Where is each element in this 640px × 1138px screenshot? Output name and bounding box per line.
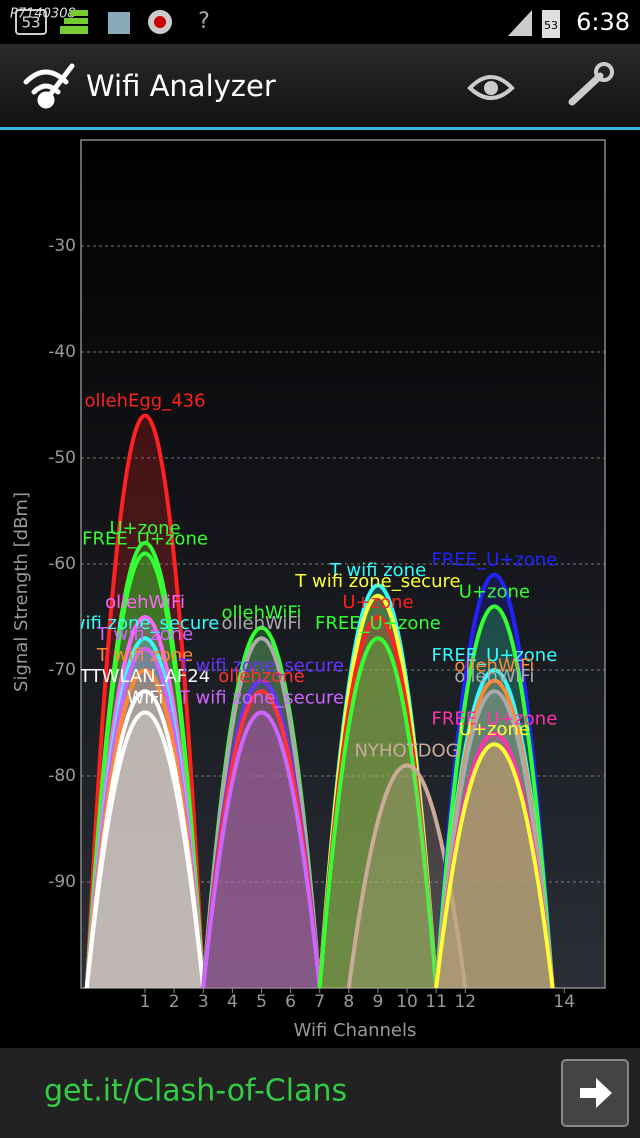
network-name: U+zone	[459, 581, 530, 602]
network-curve	[84, 413, 206, 988]
network-name: ollehWiFi	[105, 592, 185, 613]
y-axis-label: Signal Strength [dBm]	[11, 492, 32, 692]
network-name: T wifi zone	[329, 560, 426, 581]
network-name: T wifi zone_secure	[294, 571, 460, 592]
settings-button[interactable]	[568, 62, 614, 106]
network-name: U+zone	[109, 518, 180, 539]
view-button[interactable]	[467, 75, 515, 100]
network-name: T wifi zone_secure	[178, 656, 344, 677]
y-tick-label: -40	[48, 342, 76, 362]
network-name: TTWLAN_AF24	[79, 666, 210, 687]
network-name: WiFi	[127, 687, 163, 708]
app-icon	[23, 63, 75, 109]
clock: 6:38	[576, 8, 630, 36]
y-tick-label: -80	[48, 766, 76, 786]
network-name: ollehWiFi	[222, 613, 302, 634]
signal-icon	[60, 10, 88, 34]
network-curve	[346, 763, 468, 988]
network-curve	[201, 636, 322, 988]
y-tick-label: -60	[48, 554, 76, 574]
y-tick-label: -50	[48, 448, 76, 468]
watermark: P7140308	[10, 7, 76, 22]
battery-level: 53	[544, 19, 558, 32]
network-name: T wifi zone	[96, 624, 193, 645]
app-title: Wifi Analyzer	[86, 69, 276, 103]
network-name: U+zone	[459, 719, 530, 740]
ad-button[interactable]	[561, 1059, 629, 1127]
app-bar-divider	[0, 127, 640, 130]
network-name: ollehzone	[218, 666, 304, 687]
x-tick-label: 3	[198, 992, 209, 1012]
chart: Signal Strength [dBm] Wifi Channels olle…	[11, 139, 606, 1041]
network-name: T wifi zone_secure	[178, 687, 344, 708]
network-name: FREE_U+zone	[315, 613, 441, 634]
network-name: U+zone	[342, 592, 413, 613]
x-tick-label: 12	[454, 992, 476, 1012]
app-bar	[0, 44, 640, 128]
cell-icon	[508, 10, 532, 36]
network-labels: ollehEgg_436U+zoneFREE_U+zoneollehWiFiwi…	[71, 391, 557, 762]
x-tick-label: 11	[425, 992, 447, 1012]
network-name: FREE_U+zone	[431, 645, 557, 666]
x-tick-label: 14	[553, 992, 575, 1012]
network-name: ollehWiFi	[222, 603, 302, 624]
network-curve	[84, 551, 206, 988]
ticks: -90-80-70-60-50-40-301 2 3 4 5 6 7 8 9 10 11 12 14	[48, 236, 575, 1012]
storage-icon	[108, 12, 130, 34]
network-name: ollehEgg_436	[85, 391, 206, 412]
status-bar	[0, 0, 640, 44]
x-tick-label: 1	[140, 992, 151, 1012]
network-name: NYHOTDOG	[354, 740, 459, 761]
record-dot	[154, 16, 166, 28]
network-name: FREE_U+zone	[431, 550, 557, 571]
networks	[84, 413, 555, 988]
battery-icon	[542, 10, 560, 38]
network-name: FREE_U+zone	[82, 528, 208, 549]
network-curve	[317, 636, 439, 988]
x-tick-label: 6	[285, 992, 296, 1012]
badge: 53	[21, 14, 40, 32]
y-tick-label: -70	[48, 660, 76, 680]
x-axis-label: Wifi Channels	[294, 1020, 417, 1041]
y-tick-label: -30	[48, 236, 76, 256]
network-name: wifi zone_secure	[71, 613, 220, 634]
network-name: ollehWiFi	[454, 666, 534, 687]
x-tick-label: 2	[169, 992, 180, 1012]
y-tick-label: -90	[48, 872, 76, 892]
network-curve	[434, 742, 555, 988]
ad-bar[interactable]	[0, 1048, 640, 1138]
x-tick-label: 10	[396, 992, 418, 1012]
network-curve	[84, 710, 206, 988]
network-name: T wifi zone	[96, 645, 193, 666]
plot-area	[80, 139, 606, 989]
x-tick-label: 8	[343, 992, 354, 1012]
x-tick-label: 4	[227, 992, 238, 1012]
x-tick-label: 9	[373, 992, 384, 1012]
network-curve	[201, 710, 322, 988]
network-name: ollehWiFi	[454, 656, 534, 677]
network-curve	[434, 689, 555, 988]
x-tick-label: 7	[314, 992, 325, 1012]
ad-text[interactable]: get.it/Clash-of-Clans	[44, 1074, 347, 1109]
network-curve	[434, 604, 555, 988]
badge-icon	[15, 9, 47, 35]
network-name: FREE_U+zone	[431, 709, 557, 730]
wifi-unknown-icon: ?	[198, 9, 210, 34]
x-tick-label: 5	[256, 992, 267, 1012]
